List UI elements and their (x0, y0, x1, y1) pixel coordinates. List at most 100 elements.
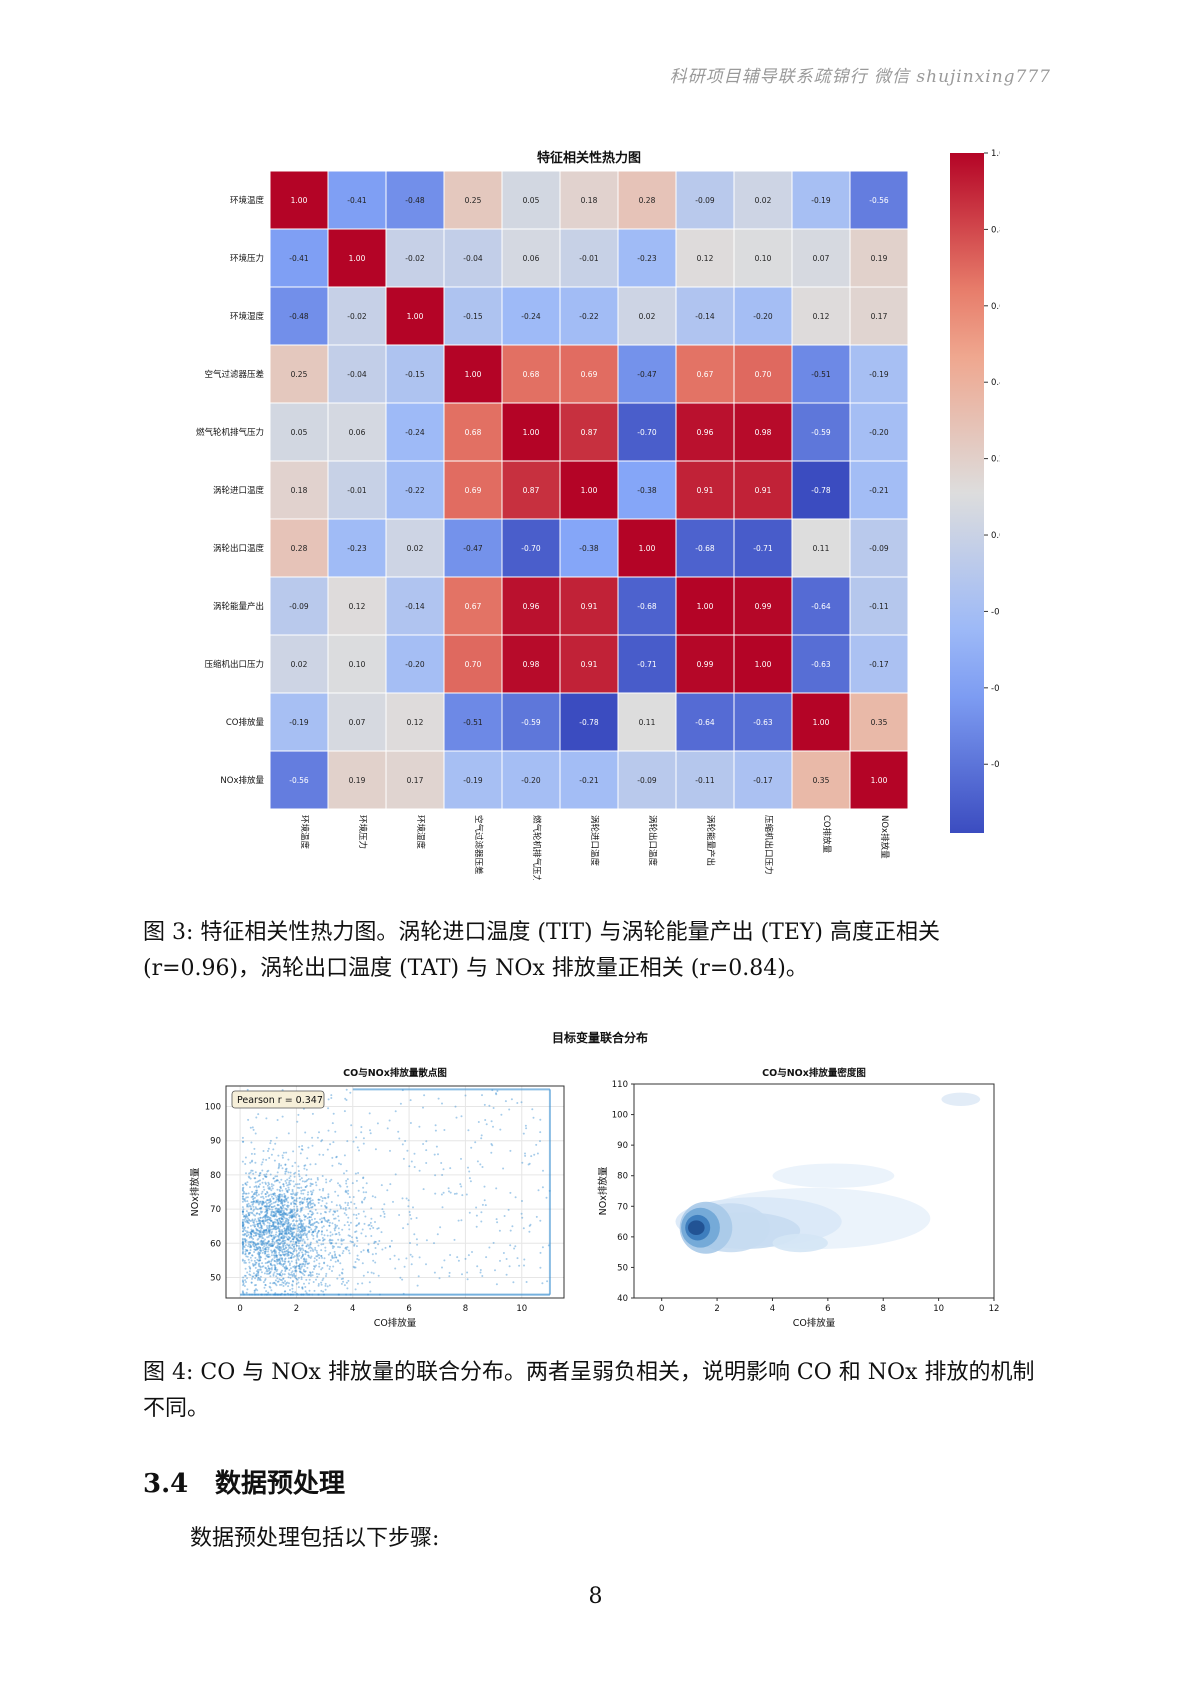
heatmap-cell-label: -0.23 (347, 544, 367, 553)
scatter-ytick: 90 (210, 1137, 221, 1147)
heatmap-row-label: 空气过滤器压差 (204, 369, 264, 380)
pearson-box (231, 1090, 325, 1109)
heatmap-cell-label: 0.11 (813, 544, 830, 553)
heatmap-col-label: 压缩机出口压力 (763, 815, 774, 875)
heatmap-cell-label: 0.11 (639, 718, 656, 727)
heatmap-cell-label: -0.21 (869, 486, 889, 495)
heatmap-cell-label: -0.02 (347, 312, 367, 321)
heatmap-cell-label: 0.06 (523, 254, 540, 263)
heatmap-cell-label: 0.17 (407, 776, 424, 785)
heatmap-cell (675, 576, 735, 636)
heatmap-cell-label: 0.91 (581, 602, 598, 611)
colorbar-tick-label: 0.8 (991, 225, 1000, 235)
heatmap-cell (559, 228, 619, 288)
heatmap-cell-label: 1.00 (407, 312, 424, 321)
heatmap-cell-label: -0.41 (289, 254, 309, 263)
heatmap-cell (617, 344, 677, 404)
heatmap-cell-label: 0.06 (349, 428, 366, 437)
heatmap-cell-label: -0.51 (463, 718, 483, 727)
heatmap-cell (269, 170, 329, 230)
heatmap-cell-label: 0.67 (697, 370, 714, 379)
scatter-points (241, 1088, 551, 1296)
heatmap-cell (791, 402, 851, 462)
heatmap-cell-label: 0.68 (465, 428, 482, 437)
heatmap-cell (501, 228, 561, 288)
page-header: 科研项目辅导联系疏锦行 微信 shujinxing777 (669, 67, 1051, 87)
heatmap-cell-label: -0.78 (811, 486, 831, 495)
heatmap-cell-label: -0.22 (579, 312, 599, 321)
heatmap-title: 特征相关性热力图 (537, 150, 641, 166)
heatmap-cell (791, 170, 851, 230)
heatmap-row-label: CO排放量 (226, 717, 265, 728)
heatmap-cell-label: 0.17 (871, 312, 888, 321)
scatter-xtick: 6 (406, 1304, 411, 1314)
heatmap-col-label: 涡轮能量产出 (705, 815, 716, 866)
heatmap-cell-label: 0.28 (291, 544, 308, 553)
scatter-ytick: 80 (210, 1171, 221, 1181)
heatmap-cell (559, 402, 619, 462)
heatmap-cell (269, 228, 329, 288)
heatmap-cell-label: 0.19 (349, 776, 366, 785)
density-xtick: 8 (881, 1304, 886, 1314)
heatmap-cell (327, 518, 387, 578)
density-ytick: 110 (612, 1080, 628, 1090)
heatmap-cell-label: -0.64 (811, 602, 831, 611)
heatmap-cell-label: 0.07 (349, 718, 366, 727)
heatmap-cell-label: -0.04 (463, 254, 483, 263)
heatmap-cell (559, 750, 619, 810)
density-ytick: 100 (612, 1111, 628, 1121)
heatmap-cell (617, 228, 677, 288)
heatmap-cell-label: -0.20 (521, 776, 541, 785)
heatmap-cell-label: -0.71 (637, 660, 657, 669)
scatter-ytick: 50 (210, 1273, 221, 1283)
heatmap-cell (675, 750, 735, 810)
heatmap-cell (385, 634, 445, 694)
heatmap-cell-label: -0.71 (753, 544, 773, 553)
heatmap-cell-label: -0.38 (637, 486, 657, 495)
heatmap-col-label: 涡轮进口温度 (589, 815, 600, 867)
heatmap-cell-label: 0.35 (871, 718, 888, 727)
heatmap-cell (675, 228, 735, 288)
heatmap-cell-label: -0.47 (637, 370, 657, 379)
heatmap-cell-label: 1.00 (349, 254, 366, 263)
heatmap-cell-label: 0.67 (465, 602, 482, 611)
heatmap-cell-label: 0.02 (291, 660, 308, 669)
section-heading: 3.4 数据预处理 (143, 1463, 345, 1500)
heatmap-cell (269, 692, 329, 752)
heatmap-col-label: 涡轮出口温度 (647, 815, 658, 867)
heatmap-row-label: 燃气轮机排气压力 (196, 427, 264, 438)
heatmap-row-label: 环境湿度 (230, 311, 265, 322)
scatter-ytick: 70 (210, 1205, 221, 1215)
density-title: CO与NOx排放量密度图 (762, 1067, 866, 1079)
heatmap-cell (385, 170, 445, 230)
heatmap-col-label: 环境温度 (299, 815, 310, 850)
heatmap-cell-label: 0.91 (697, 486, 714, 495)
heatmap-cell-label: 0.10 (755, 254, 772, 263)
heatmap-cell-label: -0.15 (463, 312, 483, 321)
heatmap-cell-label: -0.01 (347, 486, 367, 495)
heatmap-cell-label: 1.00 (755, 660, 772, 669)
heatmap-cell-label: -0.19 (289, 718, 309, 727)
heatmap-cell (269, 576, 329, 636)
heatmap-cell (733, 228, 793, 288)
heatmap-cell-label: 0.05 (523, 196, 540, 205)
heatmap-cell (733, 692, 793, 752)
heatmap-row-label: 压缩机出口压力 (204, 659, 264, 670)
density-xtick: 12 (989, 1304, 1000, 1314)
heatmap-cell (385, 344, 445, 404)
heatmap-cell-label: 0.02 (755, 196, 772, 205)
heatmap-cell (385, 402, 445, 462)
colorbar-tick-label: 0.4 (991, 378, 1000, 388)
heatmap-cell-label: 0.12 (813, 312, 830, 321)
density-contours (675, 1092, 981, 1254)
density-ytick: 90 (617, 1141, 628, 1151)
heatmap-cell-label: -0.17 (869, 660, 889, 669)
heatmap-cell (733, 460, 793, 520)
heatmap-cell-label: -0.56 (869, 196, 889, 205)
heatmap-cell-label: -0.02 (405, 254, 425, 263)
heatmap-cell-label: -0.59 (521, 718, 541, 727)
colorbar-tick-label: 0.6 (991, 302, 1000, 312)
density-ytick: 70 (617, 1202, 628, 1212)
heatmap-cell-label: -0.24 (405, 428, 425, 437)
